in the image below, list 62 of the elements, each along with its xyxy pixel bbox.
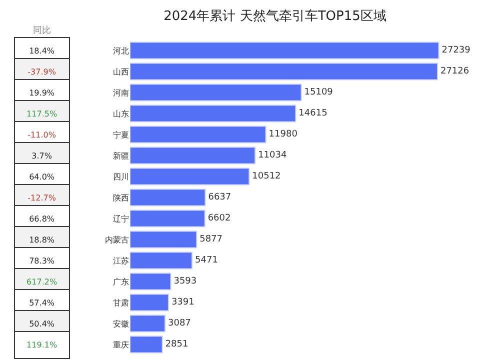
y-tick-label: 宁夏 — [113, 130, 129, 140]
data-label: 27239 — [442, 46, 471, 56]
y-tick-label: 内蒙古 — [105, 235, 129, 244]
data-label: 11980 — [268, 130, 298, 140]
y-tick-label: 四川 — [113, 172, 129, 182]
data-label: 10512 — [252, 172, 281, 182]
text: 3.7% — [32, 152, 52, 160]
bar — [130, 84, 302, 102]
bar — [130, 146, 256, 164]
chart-title: 2024年累计 天然气牵引车TOP15区域 — [164, 8, 386, 24]
data-label: 3087 — [168, 318, 191, 328]
y-tick-label: 河南 — [113, 88, 129, 98]
bar — [130, 252, 193, 270]
text: -12.7% — [28, 194, 56, 202]
data-label: 3391 — [171, 298, 194, 308]
data-label: 6602 — [208, 214, 231, 224]
text: 同比 — [33, 25, 51, 36]
bar — [130, 294, 169, 312]
data-label: 14615 — [298, 108, 328, 118]
y-tick-label: 新疆 — [113, 151, 129, 160]
data-label: 15109 — [304, 88, 334, 98]
data-label: 2851 — [165, 340, 188, 350]
text: 19.9% — [29, 88, 55, 98]
y-tick-label: 广东 — [113, 277, 129, 286]
y-tick-label: 甘肃 — [113, 298, 129, 308]
data-label: 27126 — [440, 66, 470, 76]
y-tick-label: 山西 — [113, 67, 129, 76]
bar — [130, 210, 206, 228]
y-tick-label: 河北 — [113, 46, 129, 56]
text: 18.4% — [29, 46, 55, 56]
data-label: 11034 — [258, 150, 287, 160]
text: 119.1% — [26, 340, 58, 350]
text: 78.3% — [29, 256, 55, 266]
text: 50.4% — [29, 320, 55, 328]
bar — [130, 314, 166, 332]
y-tick-label: 辽宁 — [113, 214, 129, 224]
bar — [130, 42, 440, 60]
y-tick-label: 江苏 — [113, 256, 129, 266]
bar — [130, 62, 438, 80]
text: 117.5% — [26, 110, 58, 118]
text: -11.0% — [28, 130, 56, 140]
bar — [130, 168, 250, 186]
text: 64.0% — [29, 172, 55, 182]
text: -37.9% — [28, 68, 56, 76]
data-label: 6637 — [208, 192, 232, 202]
y-tick-label: 重庆 — [113, 340, 129, 350]
bar — [130, 188, 206, 206]
text: 18.8% — [29, 236, 55, 244]
bar — [130, 230, 198, 248]
text: 57.4% — [29, 298, 55, 308]
data-label: 5877 — [200, 234, 223, 244]
data-label: 5471 — [195, 256, 218, 266]
bar — [130, 272, 172, 290]
data-label: 3593 — [174, 276, 197, 286]
y-tick-label: 山东 — [113, 109, 129, 118]
text: 66.8% — [29, 214, 55, 224]
bar — [130, 104, 296, 122]
y-tick-label: 安徽 — [113, 319, 129, 328]
bar — [130, 126, 266, 144]
y-tick-label: 陕西 — [113, 193, 129, 202]
text: 617.2% — [26, 278, 58, 286]
bar — [130, 336, 163, 354]
